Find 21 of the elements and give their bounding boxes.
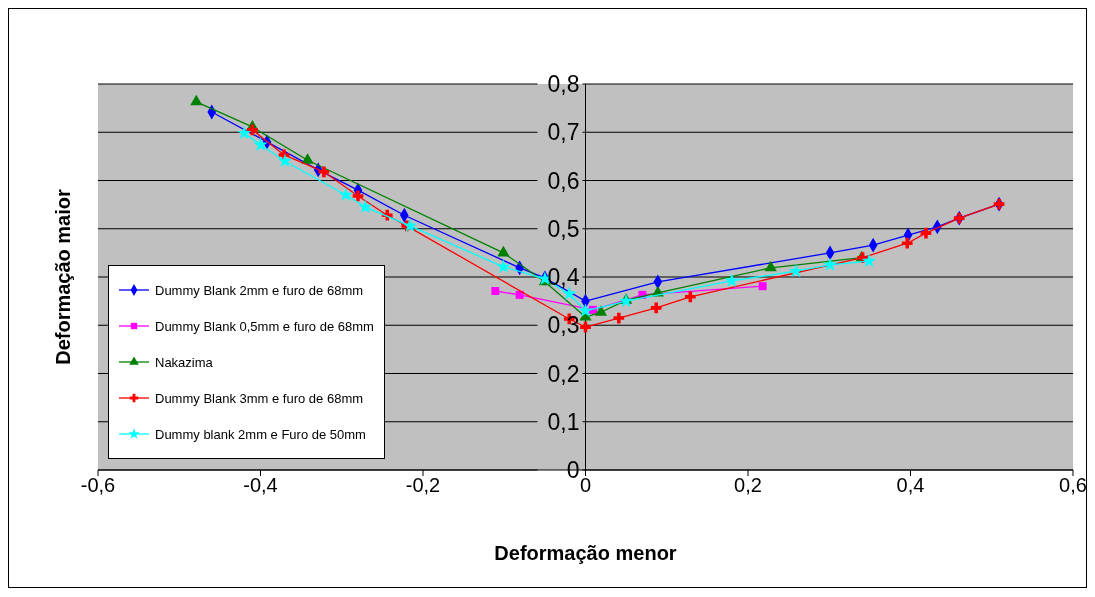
y-tick-label: 0,5	[547, 215, 580, 242]
y-tick-label: 0,2	[547, 360, 580, 387]
x-tick-label: -0,4	[243, 474, 278, 497]
x-tick-label: 0,4	[896, 474, 925, 497]
legend-label: Dummy blank 2mm e Furo de 50mm	[155, 426, 366, 442]
x-tick-label: -0,2	[405, 474, 441, 497]
y-axis-title: Deformação maior	[52, 188, 75, 365]
y-tick-label: 0,6	[547, 167, 580, 194]
legend-label: Dummy Blank 3mm e furo de 68mm	[155, 390, 364, 406]
x-tick-label: 0,6	[1059, 474, 1087, 497]
x-tick-label: -0,6	[80, 474, 116, 497]
legend-label: Nakazima	[155, 354, 213, 370]
legend-label: Dummy Blank 0,5mm e furo de 68mm	[155, 318, 374, 334]
y-tick-label: 0,1	[547, 408, 580, 435]
y-tick-label: 0,8	[547, 71, 580, 97]
y-tick-label: 0,4	[547, 264, 580, 290]
x-axis-title: Deformação menor	[494, 542, 677, 564]
y-tick-label: 0,3	[547, 312, 580, 339]
x-tick-label: 0,2	[734, 474, 762, 497]
y-tick-label: 0,7	[547, 119, 580, 146]
legend-label: Dummy Blank 2mm e furo de 68mm	[155, 282, 364, 298]
